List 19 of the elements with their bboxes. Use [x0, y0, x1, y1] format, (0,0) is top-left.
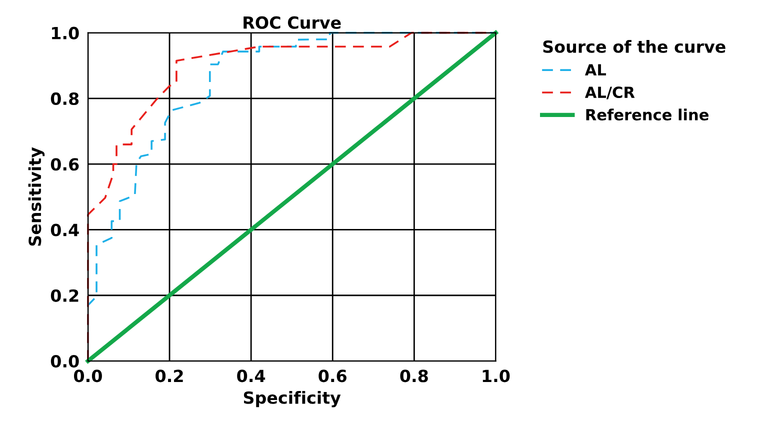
y-tick-label: 0.0 — [50, 354, 79, 368]
legend-label: Reference line — [586, 108, 708, 120]
y-tick-label: 0.4 — [50, 224, 79, 236]
x-tick-label: 0.4 — [237, 370, 266, 382]
x-tick-label: 0.2 — [156, 370, 183, 382]
legend-title: Source of the curve — [543, 40, 726, 53]
x-tick-label: 0.8 — [400, 370, 428, 382]
chart-title: ROC Curve — [244, 16, 341, 29]
y-axis-title: Sensitivity — [28, 147, 45, 246]
x-tick-label: 0.6 — [318, 370, 346, 382]
y-tick-label: 1.0 — [52, 26, 79, 40]
legend-label: AL — [584, 64, 606, 76]
y-tick-label: 0.8 — [50, 92, 79, 106]
y-tick-label: 0.6 — [50, 158, 79, 171]
y-tick-label: 0.2 — [50, 289, 78, 302]
legend-label: AL/CR — [584, 86, 635, 100]
x-tick-label: 1.0 — [482, 370, 510, 382]
x-axis-title: Specificity — [244, 391, 341, 408]
x-tick-label: 0.0 — [74, 370, 102, 382]
